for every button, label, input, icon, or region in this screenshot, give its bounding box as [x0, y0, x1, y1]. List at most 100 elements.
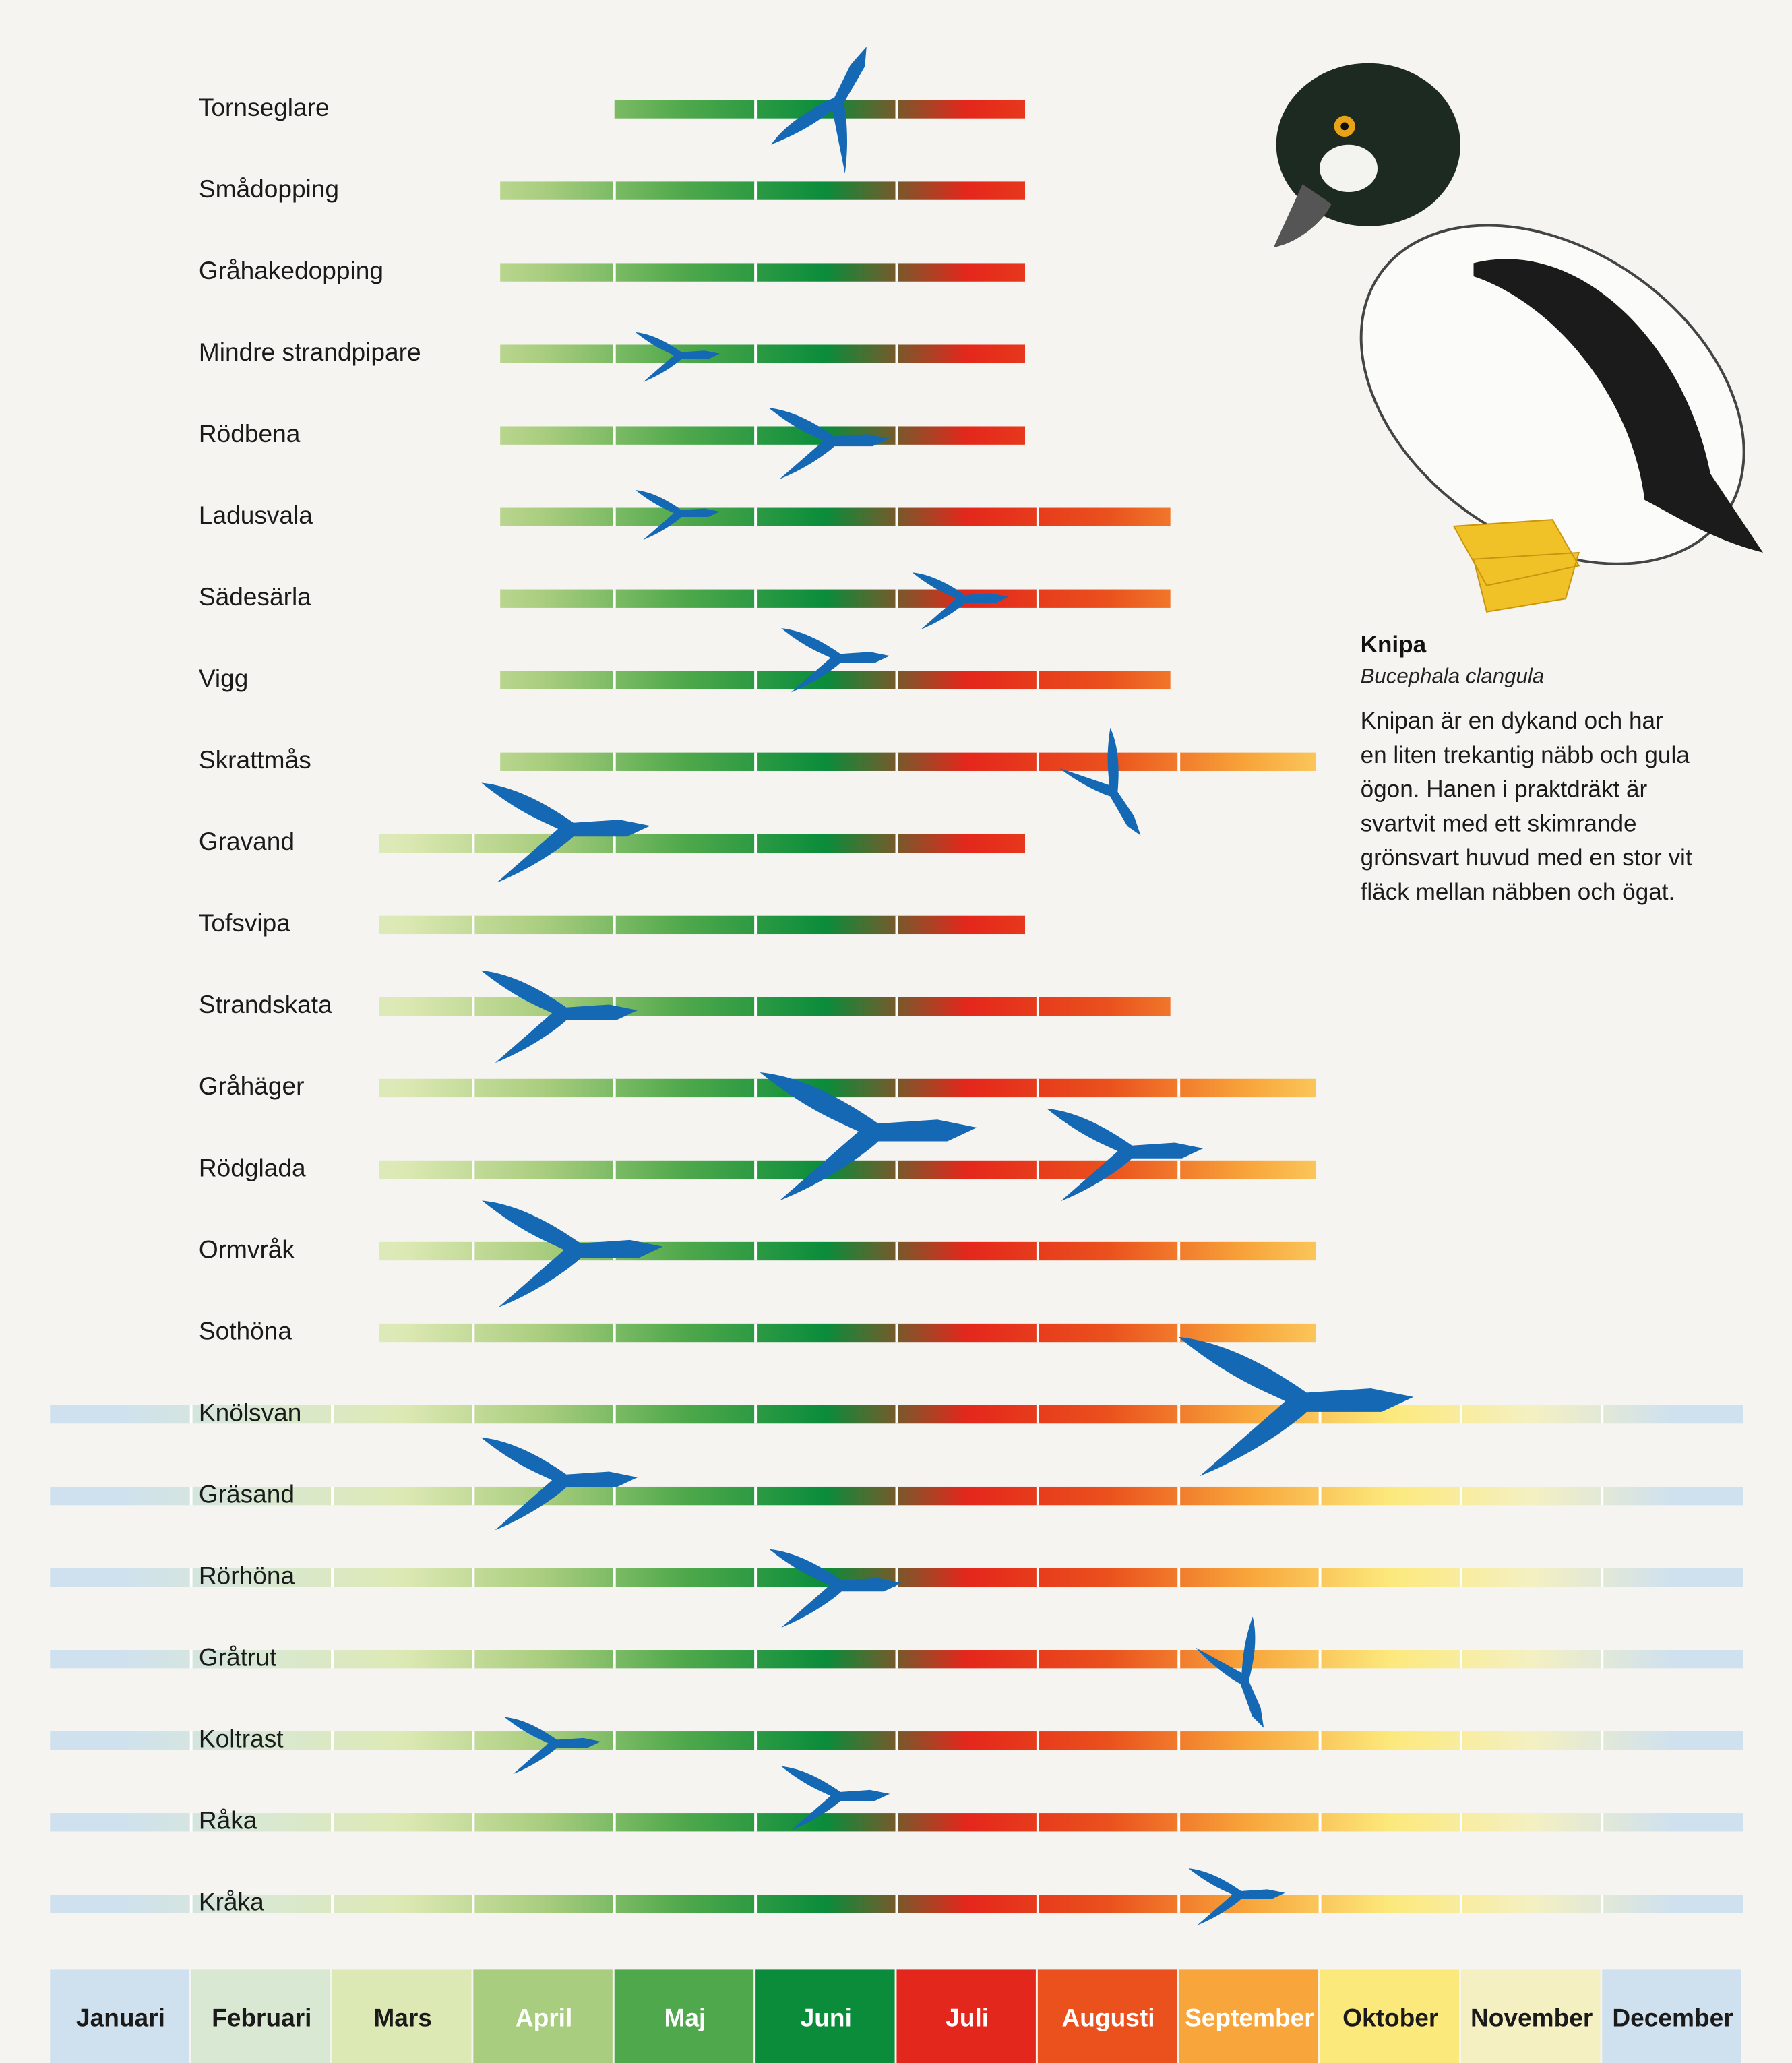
month-separator	[613, 1078, 616, 1098]
month-separator	[613, 1895, 616, 1913]
duck-illustration	[1273, 63, 1763, 613]
month-separator	[613, 589, 616, 608]
bird-label: Koltrast	[199, 1725, 284, 1753]
month-cell	[191, 1969, 331, 2063]
month-separator	[1601, 1486, 1604, 1506]
month-cell	[1602, 1969, 1741, 2063]
info-text: en liten trekantig näbb och gula	[1361, 742, 1690, 768]
month-separator	[1318, 1731, 1322, 1750]
month-separator	[754, 507, 758, 526]
month-separator	[1036, 1895, 1039, 1913]
range-bar	[500, 752, 1316, 771]
bird-label: Skrattmås	[199, 745, 311, 774]
range-bar	[500, 671, 1171, 689]
month-separator	[472, 1650, 475, 1669]
info-subtitle: Bucephala clangula	[1361, 665, 1545, 688]
month-label: December	[1612, 2003, 1733, 2031]
month-separator	[895, 263, 898, 282]
month-separator	[754, 1078, 758, 1098]
month-separator	[613, 1323, 616, 1343]
month-label: Juli	[946, 2003, 989, 2031]
range-bar	[379, 1323, 1316, 1343]
month-separator	[613, 1160, 616, 1179]
bird-label: Rödglada	[199, 1153, 306, 1181]
month-separator	[189, 1813, 193, 1832]
month-label: Januari	[76, 2003, 165, 2031]
month-separator	[472, 1241, 475, 1261]
month-separator	[1318, 1486, 1322, 1506]
month-separator	[613, 752, 616, 771]
month-separator	[895, 1650, 898, 1669]
bird-label: Tornseglare	[199, 93, 330, 121]
month-separator	[1036, 1241, 1039, 1261]
month-separator	[189, 1731, 193, 1750]
month-separator	[1036, 507, 1039, 526]
month-separator	[754, 181, 758, 200]
month-separator	[895, 1078, 898, 1098]
month-separator	[895, 1568, 898, 1587]
month-separator	[1601, 1405, 1604, 1424]
month-separator	[895, 1160, 898, 1179]
month-separator	[331, 1650, 334, 1669]
month-separator	[754, 263, 758, 282]
bird-label: Sädesärla	[199, 582, 311, 611]
month-separator	[1177, 1405, 1181, 1424]
month-separator	[754, 1323, 758, 1343]
month-separator	[472, 1323, 475, 1343]
month-separator	[754, 100, 758, 119]
month-separator	[1036, 589, 1039, 608]
bird-label: Gravand	[199, 827, 295, 855]
month-separator	[472, 834, 475, 853]
bird-label: Gråhäger	[199, 1072, 305, 1100]
info-title: Knipa	[1361, 632, 1427, 658]
month-separator	[1177, 1323, 1181, 1343]
month-separator	[613, 915, 616, 935]
range-bar	[379, 997, 1171, 1016]
month-separator	[754, 1405, 758, 1424]
month-cell	[50, 1969, 189, 2063]
month-separator	[613, 426, 616, 445]
bird-label: Ormvråk	[199, 1235, 295, 1263]
month-separator	[1177, 1650, 1181, 1669]
month-separator	[613, 181, 616, 200]
month-separator	[1177, 1568, 1181, 1587]
range-bar	[379, 1241, 1316, 1261]
bird-label: Tofsvipa	[199, 909, 290, 937]
month-separator	[754, 1650, 758, 1669]
info-text: ögon. Hanen i praktdräkt är	[1361, 776, 1648, 803]
month-separator	[1036, 1650, 1039, 1669]
month-separator	[472, 1568, 475, 1587]
month-cell	[1460, 1969, 1601, 2063]
month-separator	[1318, 1405, 1322, 1424]
month-separator	[472, 1160, 475, 1179]
month-separator	[1036, 1078, 1039, 1098]
month-separator	[1601, 1813, 1604, 1832]
month-cell	[614, 1969, 754, 2063]
month-separator	[472, 1731, 475, 1750]
month-separator	[613, 344, 616, 363]
month-separator	[754, 1895, 758, 1913]
month-separator	[1036, 1323, 1039, 1343]
month-separator	[895, 100, 898, 119]
month-separator	[1036, 997, 1039, 1016]
month-separator	[1177, 1731, 1181, 1750]
month-separator	[613, 1405, 616, 1424]
bird-label: Smådopping	[199, 175, 339, 203]
month-separator	[613, 1813, 616, 1832]
month-separator	[1460, 1650, 1462, 1669]
month-separator	[895, 1241, 898, 1261]
month-separator	[1036, 1813, 1039, 1832]
month-separator	[1036, 1731, 1039, 1750]
range-bar	[379, 915, 1026, 935]
month-separator	[1318, 1650, 1322, 1669]
month-separator	[1318, 1895, 1322, 1913]
range-bar	[500, 589, 1171, 608]
bird-label: Rödbena	[199, 419, 301, 448]
month-label: Mars	[373, 2003, 432, 2031]
bird-label: Sothöna	[199, 1316, 292, 1345]
month-separator	[1460, 1895, 1462, 1913]
month-separator	[331, 1813, 334, 1832]
month-separator	[1460, 1731, 1462, 1750]
range-bar	[500, 507, 1171, 526]
month-separator	[895, 1486, 898, 1506]
